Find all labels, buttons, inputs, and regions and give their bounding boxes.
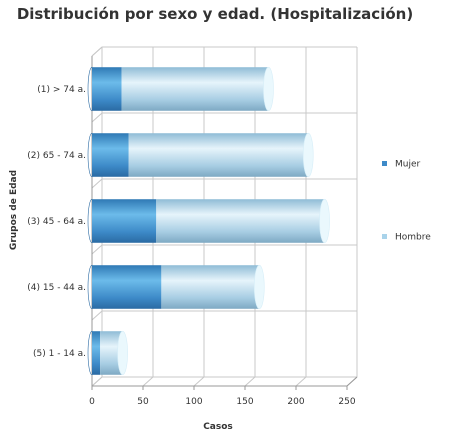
y-tick-label: (2) 65 - 74 a. [27, 151, 86, 161]
bar-start-edge [87, 198, 93, 244]
bar-start-edge [87, 66, 93, 112]
bar-mujer [92, 199, 157, 243]
y-axis-title: Grupos de Edad [9, 170, 19, 250]
y-tick-label: (1) > 74 a. [37, 85, 86, 95]
bar-start-edge [87, 132, 93, 178]
bar-end-cap [253, 264, 265, 310]
legend-label-mujer: Mujer [395, 160, 421, 170]
x-tick-label: 150 [236, 397, 253, 407]
x-tick-label: 250 [338, 397, 355, 407]
bar-mujer [92, 331, 101, 375]
bar-hombre [156, 199, 325, 243]
bar-mujer [92, 67, 122, 111]
x-tick-label: 50 [137, 397, 149, 407]
bar-start-edge [87, 330, 93, 376]
bar-end-cap [117, 330, 128, 376]
bar-end-cap [263, 66, 274, 112]
legend-swatch-mujer [382, 161, 387, 166]
x-tick-label: 200 [287, 397, 304, 407]
x-axis-title: Casos [203, 422, 233, 432]
bar-end-cap [302, 132, 314, 178]
bar-mujer [92, 133, 129, 177]
y-tick-label: (3) 45 - 64 a. [27, 217, 86, 227]
bar-mujer [92, 265, 162, 309]
bars [87, 66, 330, 376]
chart-title: Distribución por sexo y edad. (Hospitali… [17, 5, 413, 23]
y-tick-labels: (1) > 74 a. (2) 65 - 74 a. (3) 45 - 64 a. (… [27, 85, 86, 359]
bar-start-edge [87, 264, 93, 310]
bar-hombre [161, 265, 260, 309]
bar-end-cap [319, 198, 330, 244]
x-tick-label: 100 [185, 397, 202, 407]
bar-hombre [128, 133, 309, 177]
x-tick-labels: 0 50 100 150 200 250 [89, 397, 356, 407]
bar-hombre [121, 67, 269, 111]
legend-label-hombre: Hombre [395, 233, 431, 243]
legend: Mujer Hombre [382, 160, 431, 243]
y-tick-label: (4) 15 - 44 a. [27, 283, 86, 293]
bar-hombre [100, 331, 123, 375]
legend-swatch-hombre [382, 234, 387, 239]
x-tick-label: 0 [89, 397, 95, 407]
y-tick-label: (5) 1 - 14 a. [33, 349, 86, 359]
